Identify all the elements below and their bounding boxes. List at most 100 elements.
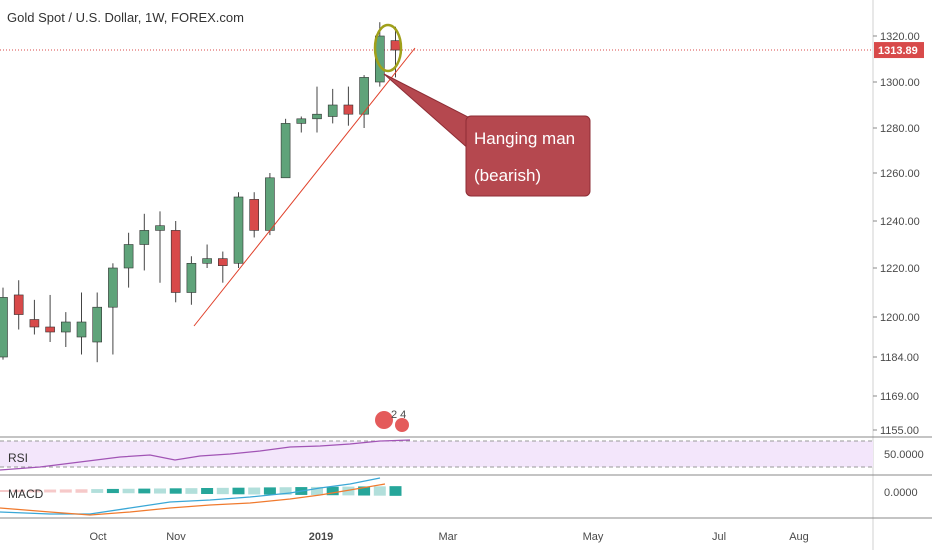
macd-bar [12,489,25,493]
macd-bar [216,487,229,495]
candle[interactable] [280,118,291,179]
y-tick-label: 1169.00 [880,391,919,403]
candle-body [218,258,228,266]
macd-label: MACD [8,487,44,501]
candle-body [390,40,401,51]
rsi-band [0,441,873,467]
candle[interactable] [0,287,8,360]
candle[interactable] [123,232,134,288]
x-tick-label: Nov [166,531,186,543]
candles-group[interactable] [0,22,401,363]
candle-body [108,267,118,308]
candle[interactable] [186,256,197,305]
macd-bar [59,489,72,493]
candle[interactable] [343,86,354,126]
candle-body [60,321,71,333]
macd-bar [201,488,214,494]
macd-bar [232,487,245,495]
x-tick-label: Aug [789,531,809,543]
candle[interactable] [218,251,228,283]
macd-bar [311,486,323,496]
candle[interactable] [139,213,150,271]
macd-bar [389,486,402,496]
x-axis-ticks: Oct Nov 2019 Mar May Jul Aug [89,531,808,543]
y-tick-label: 1200.00 [880,312,920,324]
callout-line-2: (bearish) [474,166,541,185]
callout[interactable]: Hanging man (bearish) [383,73,591,197]
candle[interactable] [359,75,369,128]
candle-body [170,230,181,293]
candle-body [249,199,259,231]
candle[interactable] [296,116,307,133]
candle-body [343,104,354,115]
hanging-man-circle[interactable] [373,23,403,73]
candle-body [280,123,291,179]
chart-title: Gold Spot / U.S. Dollar, 1W, FOREX.com [7,10,244,25]
macd-bar [91,489,104,493]
signal-line [0,483,386,516]
y-tick-label: 1260.00 [880,168,920,180]
candle[interactable] [170,221,181,303]
macd-bar [0,490,9,492]
candle-body [186,262,197,293]
macd-bar [44,489,57,493]
candle-body [29,319,40,328]
candle[interactable] [45,294,55,342]
candle-body [13,294,24,315]
macd-bar [185,488,198,494]
candle[interactable] [92,292,102,363]
macd-bar [122,488,135,494]
y-tick-label: 1240.00 [880,216,920,228]
y-tick-label: 1300.00 [880,77,920,89]
rsi-pane[interactable]: RSI 50.0000 [0,439,924,471]
flag-icon [395,418,409,432]
flag-icon [375,411,393,429]
candle-body [123,244,134,269]
y-tick-label: 1155.00 [880,425,919,437]
macd-bar [169,488,182,494]
macd-line [0,477,381,515]
macd-bar [138,488,151,494]
candle[interactable] [155,211,165,283]
candle-body [0,297,8,358]
candle[interactable] [60,312,71,347]
candle-body [233,196,244,264]
macd-bar [248,487,261,495]
y-axis-ticks: 1320.00 1300.00 1280.00 1260.00 1240.00 1220.… [873,31,920,437]
y-tick-label: 1320.00 [880,31,920,43]
macd-bar [75,489,88,493]
candle[interactable] [312,86,322,133]
x-tick-label: Jul [712,531,726,543]
candle[interactable] [327,88,338,124]
x-tick-label: Oct [89,531,106,543]
candle[interactable] [202,244,212,269]
x-tick-label: May [583,531,604,543]
macd-bar [28,489,41,493]
candle-body [359,77,369,115]
trendline[interactable] [193,47,416,327]
x-tick-label: Mar [439,531,458,543]
macd-bar [279,487,292,495]
candle-body [139,230,150,245]
events-badge[interactable]: 2 4 [375,409,409,432]
rsi-level: 50.0000 [884,449,924,461]
macd-bar [373,486,386,496]
candle[interactable] [108,263,118,355]
candle[interactable] [249,192,259,238]
callout-pointer [383,73,471,152]
macd-bar [358,486,371,496]
candle[interactable] [233,192,244,268]
candle-body [296,118,307,124]
last-price-tag: 1313.89 [874,42,924,59]
candle[interactable] [29,299,40,335]
macd-bar [106,488,119,494]
events-count: 2 4 [391,409,406,421]
candle[interactable] [13,280,24,330]
macd-pane[interactable]: MACD 0.0000 [0,477,918,516]
last-price-label: 1313.89 [878,45,918,57]
candle-body [202,258,212,264]
candle[interactable] [76,292,87,355]
candle-body [92,306,102,343]
